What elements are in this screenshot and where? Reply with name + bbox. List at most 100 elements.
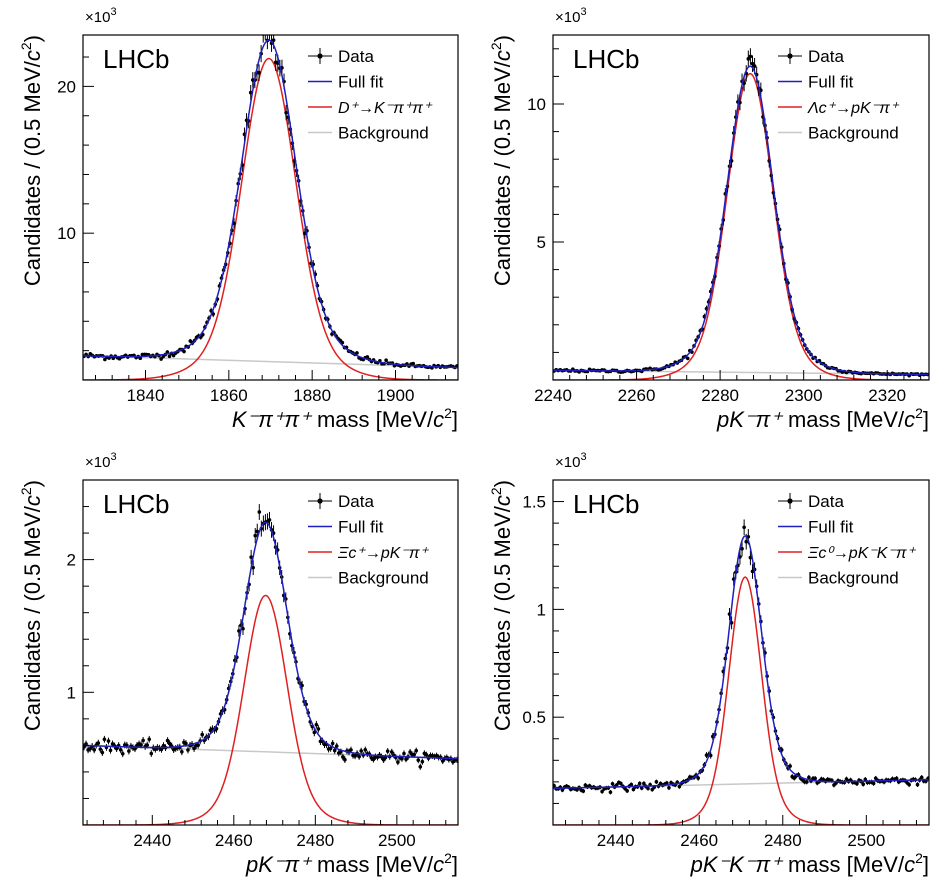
data-point (186, 748, 190, 752)
data-point (381, 758, 386, 762)
data-point (871, 781, 876, 786)
data-point (165, 738, 170, 743)
data-point (402, 751, 406, 756)
data-point (807, 775, 811, 780)
data-point (182, 349, 186, 354)
data-point (341, 755, 345, 759)
data-point (752, 64, 757, 68)
data-point (108, 748, 113, 753)
data-point (404, 757, 408, 761)
data-point (284, 110, 288, 115)
y-tick-label: 10 (57, 224, 76, 243)
legend-full-fit-label: Full fit (808, 518, 854, 537)
data-point (363, 747, 368, 752)
data-point (159, 357, 163, 361)
signal-curve (553, 72, 929, 380)
data-point (631, 787, 636, 792)
legend-signal-label: D⁺→K⁻π⁺π⁺ (338, 100, 433, 117)
data-point (332, 748, 337, 753)
data-point (646, 786, 650, 791)
data-point (237, 629, 241, 633)
data-point (357, 754, 361, 759)
data-point (353, 754, 357, 758)
lhcb-label: LHCb (573, 44, 639, 74)
data-point (118, 748, 123, 752)
legend-full-fit-label: Full fit (338, 73, 384, 92)
data-point (685, 356, 690, 361)
data-point (600, 789, 604, 794)
data-point (334, 744, 339, 748)
legend-signal-label: Ξc⁺→pK⁻π⁺ (337, 545, 430, 562)
y-axis-title: Candidates / (0.5 MeV/c2) (18, 35, 45, 286)
plot-area (553, 48, 929, 380)
data-point (385, 749, 390, 753)
data-point (271, 38, 276, 42)
data-point (654, 780, 659, 784)
data-point (241, 626, 245, 631)
x-tick-label: 2480 (296, 831, 334, 850)
signal-curve (83, 594, 458, 825)
x-tick-label: 2460 (215, 831, 253, 850)
data-point (805, 780, 809, 784)
data-point (167, 354, 172, 359)
data-point (746, 57, 751, 61)
data-point (440, 759, 445, 763)
data-point (677, 784, 682, 789)
data-point (844, 777, 849, 781)
y-tick-label: 1 (537, 600, 546, 619)
data-point (88, 746, 92, 751)
x-tick-label: 2440 (597, 831, 635, 850)
data-point (184, 741, 188, 746)
plot-frame (552, 34, 930, 381)
x-tick-label: 2500 (378, 831, 416, 850)
legend: Data Full fit Λc⁺→pK⁻π⁺ Background (778, 47, 900, 143)
data-point (894, 776, 899, 781)
data-point (359, 749, 363, 753)
full-fit-curve (553, 65, 929, 376)
full-fit-curve (83, 39, 458, 369)
data-point (92, 748, 97, 752)
data-point (257, 70, 261, 75)
y-axis-title: Candidates / (0.5 MeV/c2) (488, 35, 515, 286)
data-point (740, 546, 744, 551)
data-point (608, 790, 613, 795)
legend-background-label: Background (808, 124, 899, 143)
data-point (343, 757, 347, 762)
legend-full-fit-label: Full fit (808, 73, 854, 92)
plot-frame (552, 479, 930, 826)
plot-frame (82, 479, 459, 826)
data-point (120, 751, 125, 756)
data-point (408, 750, 412, 754)
x-tick-label: 2500 (847, 831, 885, 850)
data-point (625, 789, 629, 793)
y-tick-label: 1.5 (522, 493, 546, 512)
data-point (748, 54, 753, 59)
legend-data-marker (317, 53, 323, 59)
data-point (742, 525, 746, 530)
x-tick-label: 2300 (785, 386, 823, 405)
data-points (83, 504, 458, 770)
data-point (907, 782, 911, 787)
x-tick-label: 2280 (701, 386, 739, 405)
x-tick-label: 1880 (293, 386, 331, 405)
data-point (114, 746, 119, 751)
legend: Data Full fit Ξc⁰→pK⁻K⁻π⁺ Background (778, 492, 917, 588)
lhcb-label: LHCb (573, 489, 639, 519)
data-point (263, 30, 267, 34)
data-point (312, 730, 317, 735)
data-point (253, 533, 258, 538)
data-point (637, 781, 642, 786)
data-point (349, 748, 353, 752)
plot-frame (82, 34, 459, 381)
data-point (418, 764, 423, 769)
data-point (100, 750, 105, 755)
data-point (610, 782, 615, 786)
data-point (667, 786, 671, 790)
x-tick-label: 2260 (618, 386, 656, 405)
plot-area (83, 30, 458, 380)
data-point (103, 357, 107, 362)
x-axis-title: pK⁻π⁺ mass [MeV/c2] (245, 850, 458, 877)
y-tick-label: 20 (57, 77, 76, 96)
data-point (813, 776, 817, 781)
